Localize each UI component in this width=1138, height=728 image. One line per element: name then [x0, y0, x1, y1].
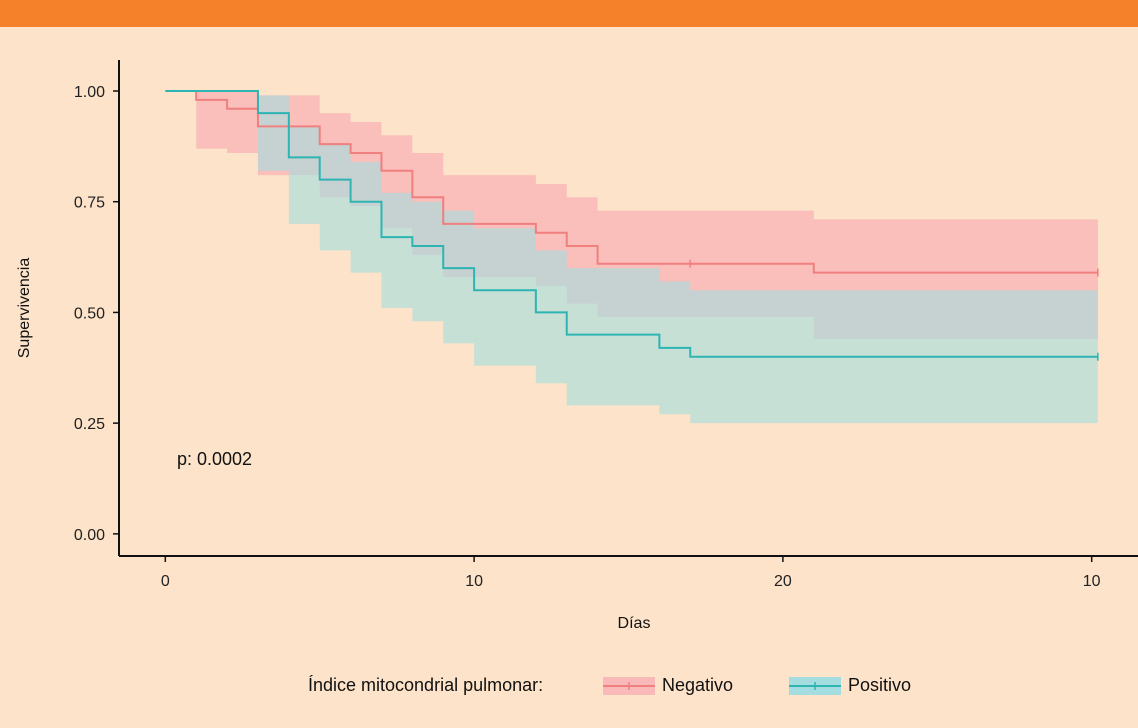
y-tick-label: 0.50 — [74, 305, 105, 322]
x-ticks: 0 10 20 10 — [161, 556, 1101, 590]
survival-lines — [165, 90, 1099, 361]
axes — [118, 60, 1138, 557]
x-tick-label: 0 — [161, 573, 170, 590]
x-tick-label: 10 — [465, 573, 483, 590]
confidence-bands — [165, 91, 1098, 424]
survival-line-positivo — [165, 90, 1098, 358]
confidence-band-positivo — [165, 91, 1098, 424]
y-tick-label: 1.00 — [74, 84, 105, 101]
legend-title: Índice mitocondrial pulmonar: — [308, 675, 543, 695]
x-tick-label: 10 — [1083, 573, 1101, 590]
y-tick-label: 0.75 — [74, 195, 105, 212]
x-axis-title: Días — [618, 615, 651, 632]
legend-label-positivo: Positivo — [848, 675, 911, 695]
confidence-band-negativo — [165, 91, 1098, 339]
header-bar — [0, 0, 1138, 27]
y-tick-label: 0.25 — [74, 416, 105, 433]
y-tick-label: 0.00 — [74, 527, 105, 544]
x-tick-label: 20 — [774, 573, 792, 590]
legend: Índice mitocondrial pulmonar: Negativo P… — [308, 675, 911, 695]
p-value-annotation: p: 0.0002 — [177, 449, 252, 469]
legend-label-negativo: Negativo — [662, 675, 733, 695]
y-ticks: 0.00 0.25 0.50 0.75 1.00 — [74, 84, 119, 544]
survival-line-negativo — [165, 90, 1098, 274]
y-axis-title: Supervivencia — [16, 258, 33, 359]
